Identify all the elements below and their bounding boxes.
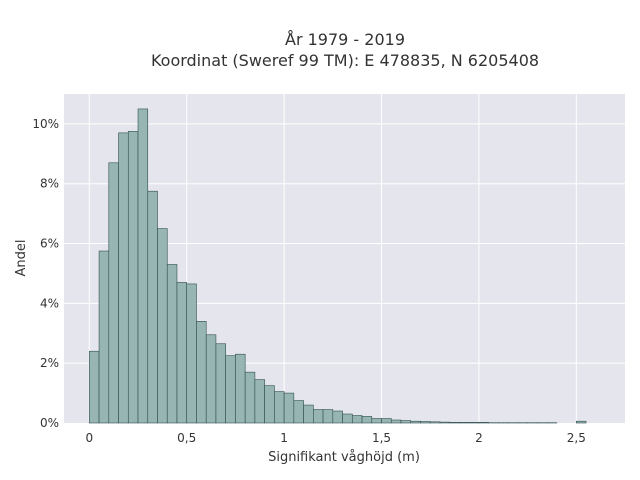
y-tick-label: 4% — [40, 296, 59, 310]
histogram-bar — [332, 410, 343, 424]
histogram-bar — [264, 385, 275, 424]
chart-subtitle: Koordinat (Sweref 99 TM): E 478835, N 62… — [151, 51, 539, 70]
histogram-bar — [400, 420, 412, 424]
histogram-bar — [254, 379, 265, 424]
histogram-bars — [89, 108, 587, 424]
histogram-bar — [410, 420, 421, 424]
histogram-bar — [127, 131, 139, 424]
x-tick-label: 1,5 — [372, 431, 391, 445]
histogram-bar — [196, 321, 207, 424]
histogram-bar — [118, 132, 129, 424]
histogram-bar — [166, 264, 178, 424]
histogram-bar — [468, 422, 480, 424]
x-axis-label: Signifikant våghöjd (m) — [268, 450, 420, 465]
x-tick-label: 0,5 — [177, 431, 196, 445]
x-tick-label: 1 — [280, 431, 288, 445]
histogram-bar — [459, 422, 470, 424]
histogram-bar — [303, 404, 314, 424]
histogram-bar — [420, 421, 431, 424]
histogram-bar — [225, 355, 236, 424]
histogram-bar — [576, 420, 587, 424]
y-axis-label: Andel — [14, 240, 29, 277]
y-tick-label: 8% — [40, 177, 59, 191]
histogram-bar — [137, 108, 149, 424]
y-tick-label: 10% — [32, 117, 59, 131]
histogram-bar — [98, 250, 110, 424]
histogram-bar — [342, 413, 353, 424]
x-axis-ticks: 0 0,5 1 1,5 2 2,5 — [86, 431, 586, 445]
histogram-bar — [283, 392, 295, 424]
y-axis-ticks: 0% 2% 4% 6% 8% 10% — [32, 117, 59, 430]
histogram-bar — [108, 162, 119, 424]
histogram-bar — [235, 353, 246, 424]
histogram-bar — [313, 409, 324, 424]
chart-title: År 1979 - 2019 — [285, 30, 405, 49]
histogram-bar — [215, 343, 226, 424]
y-tick-label: 6% — [40, 237, 59, 251]
histogram-bar — [361, 416, 373, 424]
histogram-bar — [176, 282, 188, 424]
histogram-bar — [371, 418, 382, 424]
histogram-bar — [390, 419, 402, 424]
x-tick-label: 2 — [475, 431, 483, 445]
histogram-bar — [322, 409, 334, 424]
histogram-bar — [381, 418, 392, 424]
histogram-bar — [439, 421, 450, 424]
x-tick-label: 2,5 — [567, 431, 586, 445]
x-tick-label: 0 — [86, 431, 94, 445]
histogram-bar — [89, 350, 100, 424]
y-tick-label: 0% — [40, 416, 59, 430]
histogram-bar — [429, 421, 441, 424]
histogram-bar — [157, 228, 168, 424]
y-tick-label: 2% — [40, 356, 59, 370]
histogram-bar — [449, 422, 460, 424]
histogram-bar — [147, 190, 158, 424]
histogram-bar — [205, 334, 217, 424]
histogram-bar — [274, 391, 285, 424]
histogram-bar — [293, 400, 304, 424]
histogram-bar — [186, 283, 197, 424]
histogram-bar — [351, 415, 363, 424]
histogram-bar — [478, 422, 489, 424]
histogram-bar — [244, 371, 256, 424]
